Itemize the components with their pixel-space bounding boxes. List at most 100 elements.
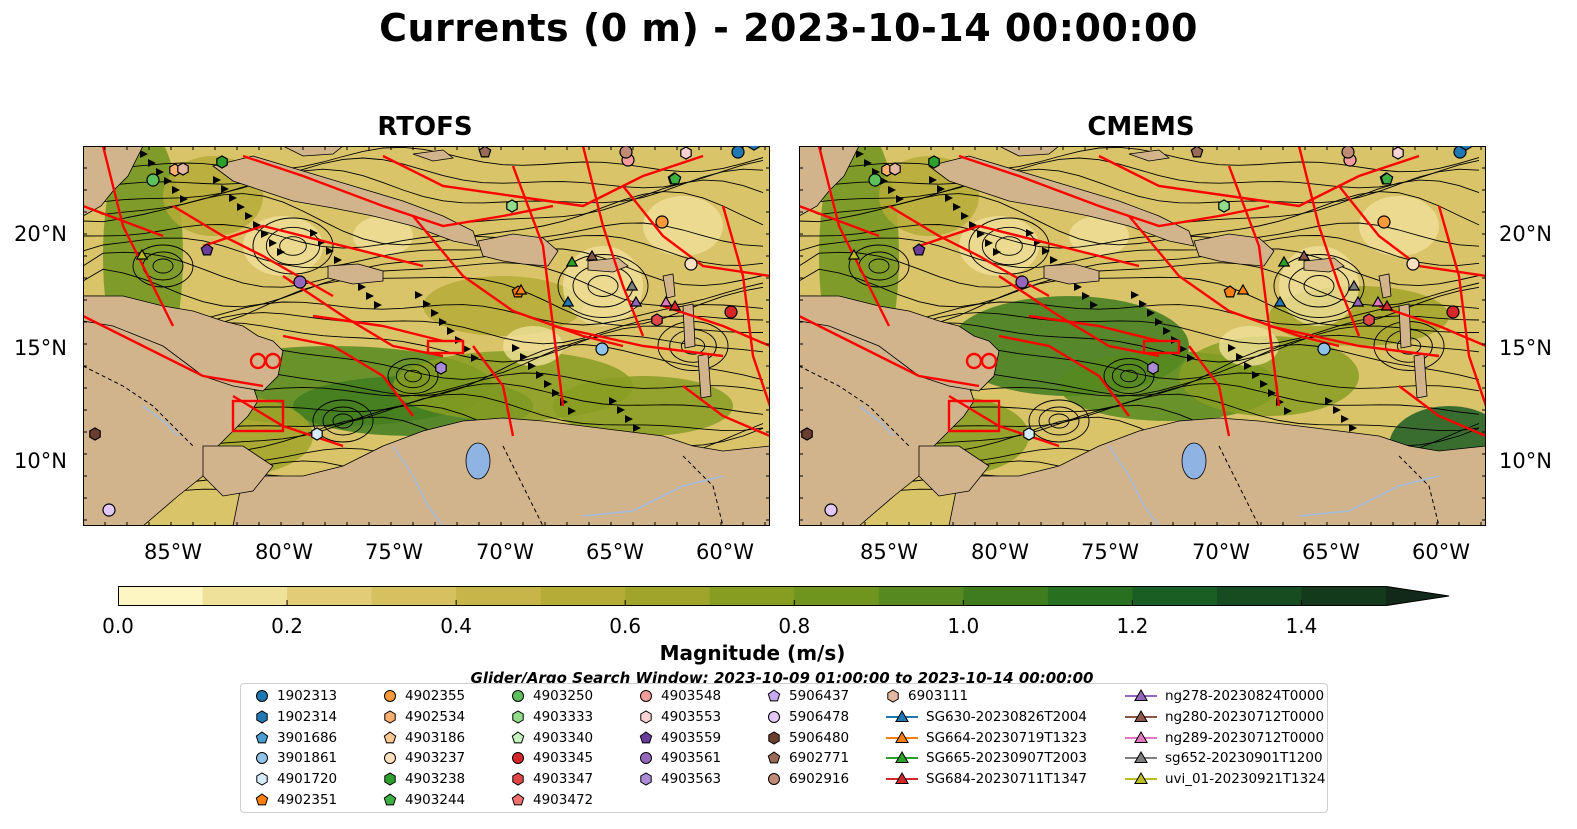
float-marker — [585, 249, 599, 261]
legend-item-label: 4903238 — [405, 771, 466, 788]
float-marker — [748, 146, 760, 151]
float-marker — [1347, 279, 1361, 291]
float-marker — [216, 155, 228, 169]
legend-item-label: 4901720 — [277, 771, 338, 788]
legend-item: 6902916 — [767, 769, 849, 789]
float-marker — [177, 162, 189, 176]
float-marker — [1297, 249, 1311, 261]
float-marker — [1406, 257, 1420, 271]
colorbar-tick-label: 1.0 — [947, 614, 980, 638]
colorbar-tick-label: 1.2 — [1116, 614, 1149, 638]
legend-item-label: SG664-20230719T1323 — [926, 729, 1087, 746]
lon-label-60w-right: 60°W — [1412, 540, 1470, 564]
colorbar-segment — [625, 586, 711, 606]
legend-item: 6902771 — [767, 748, 849, 768]
legend-marker-icon — [1125, 709, 1157, 722]
float-marker — [1380, 172, 1394, 185]
legend-marker-icon — [887, 689, 899, 703]
land-masses — [83, 146, 770, 526]
float-marker — [625, 279, 639, 291]
legend-item-label: 4903548 — [661, 688, 722, 704]
cmems-map — [799, 146, 1486, 526]
legend-item-label: 4903244 — [405, 792, 466, 808]
legend-item: 4903250 — [511, 686, 593, 706]
float-marker — [1273, 295, 1287, 307]
colorbar-segment — [1301, 586, 1387, 606]
colorbar-segment — [118, 586, 204, 606]
legend-item-label: 4903250 — [533, 688, 594, 704]
legend-item-label: 4903553 — [661, 708, 722, 725]
float-marker — [1380, 299, 1394, 311]
float-marker — [1341, 146, 1355, 159]
legend-item-label: 4903472 — [533, 792, 594, 808]
lat-label-20n-left: 20°N — [14, 222, 67, 246]
float-marker — [912, 243, 926, 256]
float-marker — [595, 342, 609, 356]
legend-item-label: ng280-20230712T0000 — [1165, 708, 1325, 725]
float-marker — [1446, 305, 1460, 319]
legend-marker-icon — [512, 752, 524, 765]
float-marker — [659, 295, 673, 307]
float-marker — [629, 295, 643, 307]
legend-marker-icon — [1125, 751, 1157, 764]
colorbar-tick-label: 0.8 — [778, 614, 811, 638]
legend-marker-icon — [384, 752, 396, 765]
legend-item-label: 4903237 — [405, 750, 466, 767]
search-window-text: Glider/Argo Search Window: 2023-10-09 01… — [470, 669, 1094, 687]
colorbar-segment — [1216, 586, 1302, 606]
legend-item: ng280-20230712T0000 — [1125, 707, 1324, 727]
float-marker — [824, 503, 838, 517]
float-marker — [1363, 313, 1375, 327]
legend-item-label: 4903345 — [533, 750, 594, 767]
float-marker — [293, 275, 307, 289]
lon-label-85w-right: 85°W — [860, 540, 918, 564]
lake-maracaibo — [465, 442, 491, 480]
legend-item-label: 1902313 — [277, 688, 338, 704]
legend-item-label: 5906478 — [789, 708, 850, 725]
rtofs-map — [83, 146, 770, 526]
legend-item-label: 4903561 — [661, 750, 722, 767]
float-marker — [135, 248, 149, 260]
float-marker — [1236, 283, 1250, 295]
legend-item: 4903237 — [383, 748, 465, 768]
legend-item: 4903472 — [511, 790, 593, 810]
rivers — [858, 405, 1440, 526]
lake-maracaibo — [1181, 442, 1207, 480]
legend-item-label: 4903347 — [533, 771, 594, 788]
rivers — [142, 405, 724, 526]
float-marker — [311, 427, 323, 441]
legend-marker-icon — [767, 751, 781, 764]
lon-label-75w-left: 75°W — [365, 540, 423, 564]
float-marker — [1023, 427, 1035, 441]
legend-item-label: 5906437 — [789, 688, 850, 704]
colorbar-segment — [371, 586, 457, 606]
legend-item-label: 4902351 — [277, 792, 338, 808]
legend-item: 6903111 — [886, 686, 968, 706]
colorbar-segment — [540, 586, 626, 606]
float-marker — [684, 257, 698, 271]
colorbar-tick-label: 0.2 — [271, 614, 303, 638]
legend-item: ng278-20230824T0000 — [1125, 686, 1324, 706]
legend-marker-icon — [886, 730, 918, 743]
float-marker — [1371, 295, 1385, 307]
legend-item: 5906437 — [767, 686, 849, 706]
float-marker — [514, 283, 528, 295]
float-marker — [435, 361, 447, 375]
float-marker — [1277, 255, 1291, 267]
legend-marker-icon — [256, 752, 268, 765]
legend-item-label: 5906480 — [789, 729, 850, 746]
legend-item: sg652-20230901T1200 — [1125, 748, 1323, 768]
lat-label-15n-left: 15°N — [14, 336, 67, 360]
legend-marker-icon — [384, 710, 396, 724]
float-marker — [1351, 295, 1365, 307]
legend-marker-icon — [511, 793, 525, 806]
legend-marker-icon — [886, 751, 918, 764]
legend-marker-icon — [1125, 730, 1157, 743]
legend-item: SG630-20230826T2004 — [886, 707, 1087, 727]
colorbar-segment — [963, 586, 1049, 606]
float-marker — [561, 295, 575, 307]
float-marker — [731, 146, 745, 159]
colorbar-segment — [456, 586, 542, 606]
float-marker — [102, 503, 116, 517]
legend-item: 4902351 — [255, 790, 337, 810]
